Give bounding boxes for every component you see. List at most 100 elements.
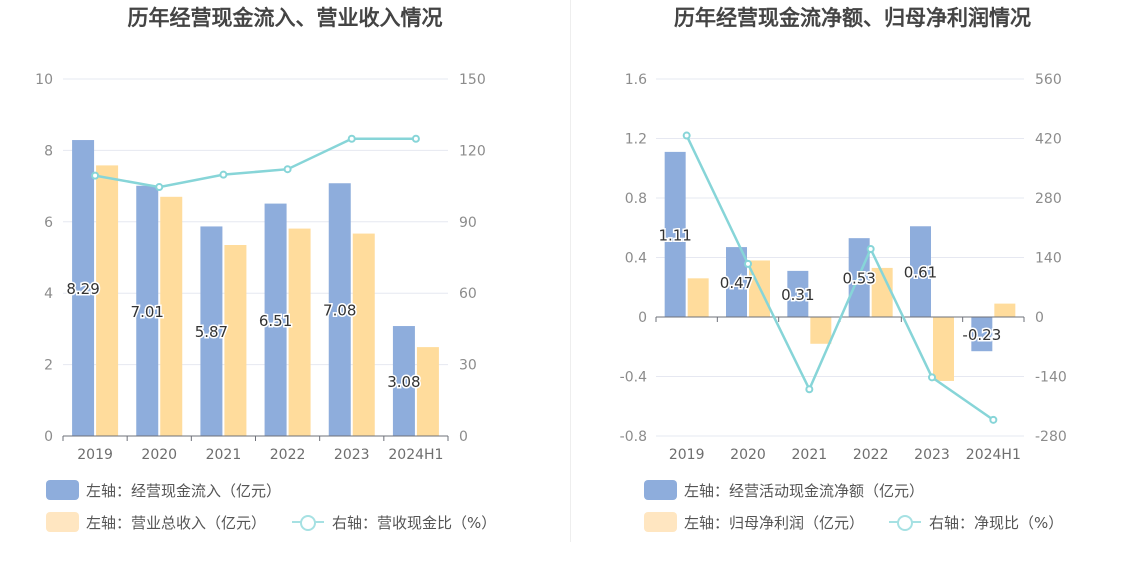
bar-data-label: 7.01 (131, 303, 164, 321)
legend-line-marker (292, 512, 324, 532)
legend-label: 右轴：净现比（%） (929, 513, 1064, 532)
y-axis-right-tick-label: 140 (1035, 251, 1062, 267)
x-axis-category-label: 2019 (669, 447, 705, 463)
bar-primary (726, 247, 747, 317)
bar-secondary (352, 233, 375, 436)
legend-label: 左轴：经营活动现金流净额（亿元） (684, 481, 925, 500)
chart-svg-right: -0.8 -280 -0.4 -140 0 0 0.4 140 0.8 280 1.2 420 1.6 5… (620, 72, 1067, 463)
x-axis-category-label: 2024H1 (388, 447, 443, 463)
bar-primary (200, 226, 223, 436)
y-axis-left-tick-label: 1.6 (625, 72, 647, 88)
legend-item-net-cash-ratio[interactable]: 右轴：净现比（%） (889, 511, 1063, 533)
panel-divider (570, 0, 571, 542)
line-point (989, 415, 998, 424)
y-axis-right-tick-label: 280 (1035, 191, 1062, 207)
y-axis-left-tick-label: 10 (35, 72, 53, 88)
x-axis-category-label: 2023 (914, 447, 950, 463)
line-point (866, 245, 875, 253)
legend-label: 左轴：营业总收入（亿元） (86, 513, 267, 532)
bar-data-label: 0.31 (781, 286, 814, 304)
legend-item-cash-inflow[interactable]: 左轴：经营现金流入（亿元） (46, 479, 281, 501)
bar-primary (392, 326, 415, 436)
bar-secondary (288, 228, 311, 436)
bar-secondary (160, 196, 183, 436)
chart-title-right: 历年经营现金流净额、归母净利润情况 (674, 6, 1031, 30)
y-axis-left-tick-label: 2 (44, 358, 53, 374)
y-axis-right-tick-label: 420 (1035, 132, 1062, 148)
bar-data-label: -0.23 (962, 326, 1001, 344)
x-axis-category-label: 2020 (730, 447, 766, 463)
bar-primary (328, 183, 351, 436)
y-axis-left-tick-label: 0 (44, 429, 53, 445)
bar-secondary (416, 347, 439, 436)
legend-item-ratio[interactable]: 右轴：营收现金比（%） (292, 511, 496, 533)
legend-line-marker (889, 512, 921, 532)
x-axis-category-label: 2024H1 (966, 447, 1021, 463)
y-axis-right-tick-label: -280 (1035, 429, 1067, 445)
legend-label: 右轴：营收现金比（%） (332, 513, 497, 532)
y-axis-left-tick-label: -0.4 (620, 370, 647, 386)
chart-title-left: 历年经营现金流入、营业收入情况 (127, 6, 443, 30)
x-axis-category-label: 2021 (792, 447, 828, 463)
y-axis-right-tick-label: 560 (1035, 72, 1062, 88)
legend-item-revenue[interactable]: 左轴：营业总收入（亿元） (46, 511, 266, 533)
x-axis-category-label: 2021 (206, 447, 242, 463)
y-axis-right-tick-label: 120 (459, 143, 486, 159)
y-axis-right-tick-label: 0 (1035, 310, 1044, 326)
bar-primary (264, 203, 287, 436)
bar-primary (72, 140, 95, 436)
legend-swatch-blue (46, 480, 79, 500)
bar-primary (971, 317, 993, 352)
y-axis-right-tick-label: 90 (459, 215, 477, 231)
line-point (347, 134, 356, 143)
legend-label: 左轴：归母净利润（亿元） (684, 513, 865, 532)
legend-swatch-orange (644, 512, 677, 532)
y-axis-left-tick-label: 0.4 (625, 251, 647, 267)
line-point (805, 385, 814, 394)
bar-secondary (96, 165, 119, 437)
bar-data-label: 7.08 (323, 302, 356, 320)
y-axis-left-tick-label: 0 (638, 310, 647, 326)
bar-primary (136, 185, 159, 436)
y-axis-right-tick-label: 0 (459, 429, 468, 445)
y-axis-left-tick-label: 4 (44, 286, 53, 302)
line-point (411, 134, 420, 143)
bar-data-label: 0.53 (842, 270, 875, 288)
line-point (283, 165, 292, 174)
bar-secondary (933, 317, 954, 381)
line-series (94, 137, 416, 189)
bar-secondary (871, 267, 893, 317)
bar-data-label: 1.11 (658, 226, 691, 244)
y-axis-right-tick-label: 30 (459, 358, 477, 374)
line-point (219, 170, 228, 179)
y-axis-left-tick-label: 6 (44, 215, 53, 231)
bar-data-label: 8.29 (66, 280, 99, 298)
y-axis-right-tick-label: 150 (459, 72, 486, 88)
x-axis-category-label: 2022 (853, 447, 889, 463)
x-axis-category-label: 2023 (334, 447, 370, 463)
line-point (682, 131, 691, 140)
line-series (685, 134, 995, 421)
bar-data-label: 0.47 (720, 274, 753, 292)
x-axis-category-label: 2022 (270, 447, 306, 463)
chart-svg-left: 0 0 2 30 4 60 6 90 8 120 10 150 2019 2020 2021 2022 2023… (35, 72, 486, 463)
line-point (91, 171, 100, 180)
x-axis-category-label: 2020 (141, 447, 177, 463)
legend-label: 左轴：经营现金流入（亿元） (86, 481, 282, 500)
chart-panel-right: 历年经营现金流净额、归母净利润情况 -0.8 -280 -0.4 -140 0 0 0.4 1… (571, 0, 1134, 582)
legend-item-net-profit[interactable]: 左轴：归母净利润（亿元） (644, 511, 864, 533)
bar-primary (787, 270, 809, 317)
bar-secondary (810, 317, 832, 344)
bar-data-label: 3.08 (387, 373, 420, 391)
y-axis-left-tick-label: -0.8 (620, 429, 647, 445)
bar-data-label: 0.61 (904, 264, 937, 282)
bar-secondary (224, 245, 247, 436)
bar-data-label: 5.87 (195, 323, 228, 341)
bar-secondary (994, 303, 1016, 317)
legend-item-net-cash-flow[interactable]: 左轴：经营活动现金流净额（亿元） (644, 479, 924, 501)
bar-primary (664, 151, 686, 317)
bar-data-label: 6.51 (259, 312, 292, 330)
line-point (744, 259, 752, 268)
line-point (155, 183, 164, 192)
y-axis-left-tick-label: 0.8 (625, 191, 647, 207)
